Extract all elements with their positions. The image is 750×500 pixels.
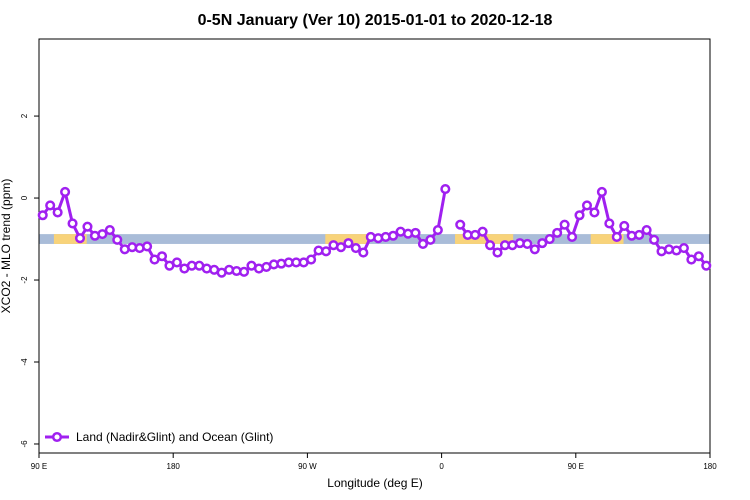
data-point: [649, 234, 660, 245]
land-segment: [590, 234, 624, 244]
data-point: [432, 224, 443, 236]
land-segment: [455, 234, 514, 244]
data-point: [589, 207, 600, 218]
y-tick-label: -6: [20, 440, 29, 448]
data-point: [335, 242, 347, 253]
data-point: [485, 240, 496, 251]
data-point: [142, 241, 153, 252]
plot-frame: [38, 38, 711, 454]
x-tick-label: 90 E: [31, 462, 47, 471]
y-tick-label: 2: [20, 113, 29, 118]
chart-title: 0-5N January (Ver 10) 2015-01-01 to 2020…: [198, 12, 553, 29]
data-point: [559, 219, 570, 230]
data-point: [574, 210, 585, 221]
data-point: [619, 220, 630, 231]
data-point: [701, 260, 712, 271]
data-point: [477, 226, 488, 237]
data-point: [678, 242, 689, 254]
series-line: [41, 186, 708, 275]
data-point: [693, 251, 704, 262]
x-tick-label: 90 W: [298, 462, 317, 471]
data-point: [156, 251, 168, 262]
data-point: [581, 200, 593, 211]
x-tick-label: 180: [703, 462, 717, 471]
data-point: [343, 238, 354, 249]
data-point: [596, 186, 607, 197]
data-point: [537, 238, 548, 249]
land-segment: [53, 234, 87, 244]
data-point: [171, 257, 182, 268]
data-point: [567, 231, 578, 243]
data-point: [634, 229, 645, 240]
data-point: [104, 224, 115, 236]
data-point: [492, 247, 503, 258]
data-point: [604, 218, 615, 229]
y-tick-label: -4: [20, 358, 29, 366]
data-point: [306, 254, 317, 265]
data-point: [358, 247, 369, 258]
data-point: [388, 230, 399, 241]
data-point: [67, 218, 78, 229]
data-point: [238, 266, 250, 277]
data-point: [552, 227, 563, 238]
y-tick-label: 0: [20, 195, 29, 200]
data-point: [350, 242, 361, 254]
x-tick-label: 0: [439, 462, 444, 471]
legend-label: Land (Nadir&Glint) and Ocean (Glint): [76, 430, 273, 444]
data-point: [97, 229, 108, 240]
data-point: [45, 200, 56, 211]
data-point: [37, 210, 48, 221]
data-point: [60, 186, 71, 197]
data-point: [641, 224, 652, 236]
data-point: [544, 233, 555, 245]
data-point: [52, 207, 63, 218]
data-point: [74, 233, 86, 244]
data-point: [425, 234, 436, 245]
data-point: [522, 238, 533, 250]
x-tick-label: 180: [167, 462, 181, 471]
data-point: [417, 238, 429, 250]
data-point: [410, 227, 421, 238]
y-axis-label: XCO2 - MLO trend (ppm): [0, 179, 13, 314]
legend-marker: [51, 431, 63, 443]
data-point: [320, 246, 332, 257]
data-point: [440, 183, 451, 195]
data-point: [529, 244, 540, 255]
y-tick-label: -2: [20, 276, 29, 284]
x-axis-label: Longitude (deg E): [327, 476, 422, 490]
data-point: [611, 231, 622, 243]
data-point: [455, 219, 466, 230]
x-tick-label: 90 E: [568, 462, 584, 471]
data-point: [112, 234, 123, 245]
data-point: [82, 221, 93, 232]
